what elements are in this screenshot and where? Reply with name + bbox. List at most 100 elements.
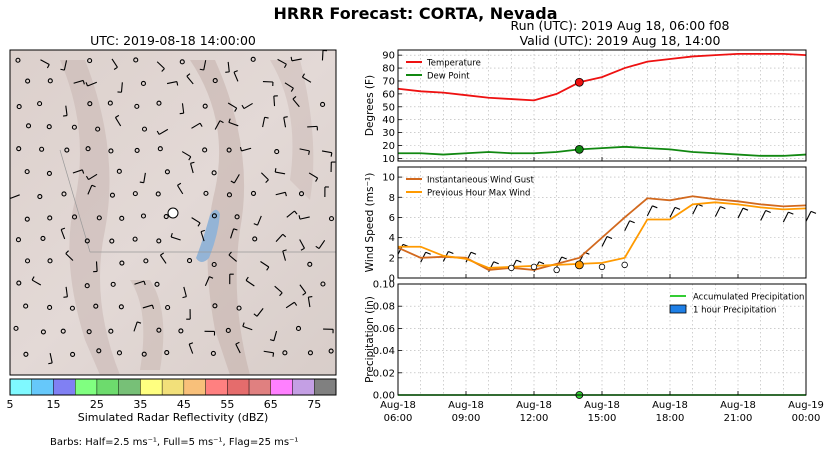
wind-barb [292, 98, 300, 108]
wind-barb [230, 228, 235, 239]
wind-barb [273, 96, 276, 107]
colorbar-cell [314, 378, 337, 396]
colorbar-cell [183, 378, 206, 396]
wind-barb [166, 81, 177, 85]
map-frame [9, 49, 337, 376]
wind-barb [233, 174, 240, 184]
wind-barb-tick [264, 116, 269, 119]
calm-wind-circle [141, 126, 148, 132]
calm-wind-circle [13, 325, 19, 331]
calm-wind-circle [274, 149, 280, 155]
calm-wind-circle [211, 170, 217, 176]
wind-barb-tick [290, 87, 294, 92]
calm-wind-circle [116, 350, 123, 356]
calm-wind-circle [307, 261, 313, 267]
wind-barb [260, 172, 269, 181]
wind-barb [263, 350, 274, 354]
y-tick-label: 8 [389, 193, 395, 204]
calm-wind-circle [110, 281, 116, 287]
series-wind-barb-tick [674, 206, 681, 210]
wind-barb [227, 61, 230, 72]
series-wind-barb [737, 207, 744, 219]
wind-barb [49, 353, 53, 364]
wind-barb-tick [253, 223, 258, 226]
map-title: UTC: 2019-08-18 14:00:00 [90, 33, 256, 48]
wind-barb-tick [269, 339, 275, 342]
wind-barb-tick [197, 222, 201, 227]
calm-wind-circle [39, 146, 45, 152]
current-time-marker [574, 260, 584, 270]
x-tick-label-time: 15:00 [588, 413, 617, 424]
wind-barb-tick [282, 249, 287, 252]
x-tick-label-time: 18:00 [656, 413, 685, 424]
colorbar-tick-label: 25 [90, 398, 104, 411]
wind-barb-tick [315, 177, 319, 182]
wind-barb [88, 173, 98, 180]
x-tick-label-date: Aug-18 [516, 400, 552, 411]
wind-barb-tick [239, 146, 243, 152]
series-wind-barb [624, 220, 631, 232]
calm-wind-circle [71, 124, 77, 130]
y-tick-label: 0.06 [373, 324, 395, 335]
series-wind-barb-tick [788, 211, 794, 215]
calm-wind-circle [226, 147, 232, 153]
calm-wind-circle [328, 216, 335, 222]
wind-speed-point [530, 263, 538, 271]
calm-wind-circle [212, 303, 218, 309]
calm-wind-circle [234, 214, 240, 220]
calm-wind-circle [47, 215, 53, 221]
calm-wind-circle [132, 191, 138, 197]
wind-barb-tick [283, 116, 288, 118]
y-tick-label: 90 [382, 51, 395, 62]
calm-wind-circle [211, 213, 217, 219]
colorbar-tick-label: 15 [46, 398, 60, 411]
wind-barb-tick [292, 96, 297, 100]
calm-wind-circle [61, 191, 67, 197]
calm-wind-circle [143, 258, 149, 264]
calm-wind-circle [178, 328, 184, 334]
y-tick-label: 20 [382, 141, 395, 152]
y-tick-label: 0.10 [373, 280, 395, 291]
calm-wind-circle [225, 327, 231, 334]
wind-barb [277, 58, 287, 65]
calm-wind-circle [212, 78, 218, 84]
wind-barb [190, 163, 194, 174]
colorbar-tick-label: 65 [264, 398, 278, 411]
wind-barb-tick [160, 252, 165, 256]
series-wind-barb-tick [742, 207, 749, 211]
current-time-marker [574, 77, 584, 87]
series-wind-barb [601, 236, 608, 247]
wind-barb [283, 117, 287, 128]
calm-wind-circle [70, 351, 76, 357]
calm-wind-circle [95, 126, 101, 132]
y-tick-label: 40 [382, 115, 395, 126]
wind-barb [260, 261, 270, 268]
wind-barb [134, 280, 145, 285]
wind-speed-point [621, 261, 628, 269]
series-wind-barb [692, 203, 699, 215]
calm-wind-circle [134, 103, 140, 109]
wind-barb [285, 301, 295, 309]
wind-barb-tick [188, 342, 194, 345]
calm-wind-circle [37, 101, 43, 107]
calm-wind-circle [24, 169, 30, 175]
x-tick-label-time: 12:00 [520, 413, 549, 424]
calm-wind-circle [134, 147, 140, 153]
wind-barb-tick [85, 175, 89, 180]
calm-wind-circle [84, 283, 90, 289]
barbs-legend-note: Barbs: Half=2.5 ms⁻¹, Full=5 ms⁻¹, Flag=… [50, 437, 299, 448]
wind-barb [321, 150, 332, 154]
series-wind-barb-tick [810, 210, 817, 214]
wind-barb-tick [242, 322, 245, 327]
calm-wind-circle [179, 59, 185, 65]
wind-barb [181, 151, 192, 158]
wind-barb-tick [300, 247, 305, 251]
legend-label: Dew Point [427, 72, 470, 82]
wind-barb-tick [91, 184, 96, 188]
wind-barb-tick [176, 81, 179, 86]
colorbar-tick-label: 55 [220, 398, 234, 411]
wind-barb [241, 147, 252, 152]
wind-barb-tick [60, 227, 66, 231]
wind-barb-tick [65, 250, 69, 254]
